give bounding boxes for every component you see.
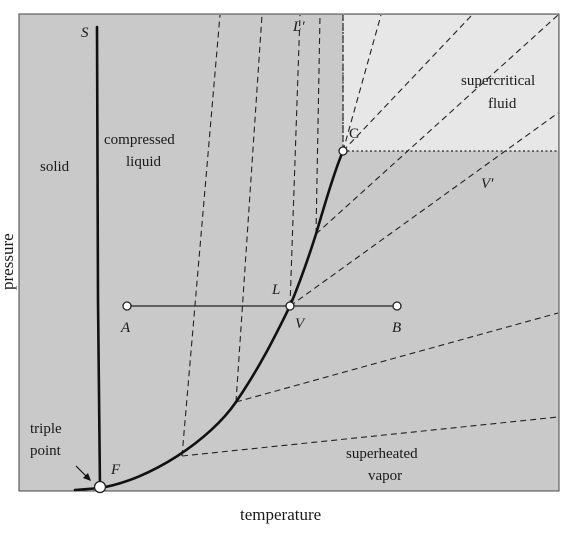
supercritical-region <box>343 15 558 151</box>
vapor-dashed-line-2 <box>235 312 559 403</box>
critical-point-C <box>338 146 348 156</box>
triple-point-arrowhead <box>83 473 91 481</box>
label-S: S <box>81 25 89 41</box>
y-axis-label: pressure <box>0 233 17 290</box>
liquid-dashed-line-3 <box>289 14 301 307</box>
liquid-dashed-line-2 <box>235 14 263 403</box>
region-label-fluid: fluid <box>488 96 517 112</box>
x-axis-label: temperature <box>240 505 321 524</box>
label-V: V <box>295 316 306 332</box>
point-B <box>392 301 402 311</box>
region-label-vapor: vapor <box>368 468 402 484</box>
region-label-compressed: compressed <box>104 132 175 148</box>
label-A: A <box>120 320 131 336</box>
fusion-curve <box>95 25 102 490</box>
label-F: F <box>110 462 121 478</box>
point-A <box>122 301 132 311</box>
region-label-superheated: superheated <box>346 446 418 462</box>
label-B: B <box>392 320 401 336</box>
vapor-dashed-line-3 <box>289 112 559 307</box>
label-V-prime: V′ <box>481 176 494 192</box>
vapor-dashed-line-1 <box>181 416 559 457</box>
region-label-solid: solid <box>40 159 70 175</box>
region-label-supercritical: supercritical <box>461 73 535 89</box>
liquid-dashed-line-4 <box>315 14 321 235</box>
region-label-liquid: liquid <box>126 154 162 170</box>
liquid-dashed-line-6 <box>342 14 382 152</box>
point-L-V <box>285 301 295 311</box>
vapor-dashed-line-5 <box>342 14 473 152</box>
triple-point-F <box>93 480 107 494</box>
vapor-dashed-line-4 <box>315 14 559 235</box>
triple-point-label-line1: triple <box>30 421 62 437</box>
label-L: L <box>271 282 280 298</box>
vaporization-curve <box>98 149 345 490</box>
triple-point-label-line2: point <box>30 443 62 459</box>
label-L-prime: L′ <box>292 19 305 35</box>
label-C: C <box>349 126 359 142</box>
liquid-dashed-line-1 <box>181 14 221 457</box>
